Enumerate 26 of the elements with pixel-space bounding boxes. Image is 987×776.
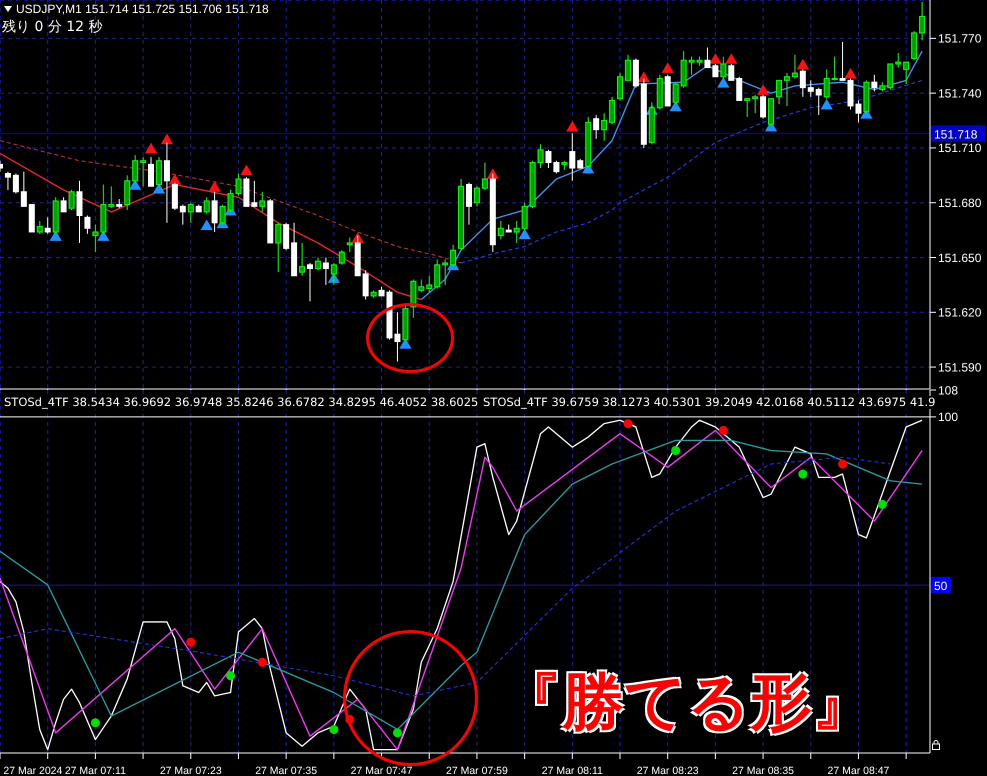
x-tick-label: 27 Mar 2024: [3, 765, 63, 776]
y-tick-label: 100: [938, 410, 958, 424]
y-tick-label: 151.680: [938, 196, 982, 210]
ref-line-label: 151.718: [934, 127, 978, 142]
y-tick-label: 151.650: [938, 250, 982, 265]
annotation: STOSd_4TF 38.5434 36.9692 36.9748 35.8246 36.6782 34.8295 46.4052 38.6025: [4, 395, 478, 409]
x-tick-label: 27 Mar 08:47: [828, 765, 890, 776]
x-tick-label: 27 Mar 07:59: [446, 765, 508, 776]
annotation: 『勝てる形』: [500, 665, 874, 738]
annotation: STOSd_4TF 39.6759 38.1273 40.5301 39.2049 42.0168 40.5112 43.6975 41.9: [483, 395, 936, 409]
annotation: 残り 0 分 12 秒: [2, 19, 103, 36]
x-tick-label: 27 Mar 07:47: [350, 765, 413, 776]
y-tick-label: 151.770: [938, 32, 982, 46]
x-tick-label: 27 Mar 08:23: [636, 765, 699, 776]
x-tick-label: 27 Mar 07:35: [255, 765, 318, 776]
x-tick-label: 27 Mar 07:23: [160, 765, 222, 776]
y-tick-label: 108: [938, 383, 958, 398]
y-tick-label: 151.590: [938, 360, 982, 374]
chart-title: USDJPY,M1 151.714 151.725 151.706 151.718: [16, 2, 269, 16]
x-tick-label: 27 Mar 08:11: [542, 765, 604, 776]
y-tick-label: 151.620: [938, 306, 982, 320]
x-tick-label: 27 Mar 07:11: [64, 765, 126, 776]
y-tick-label: 151.710: [938, 141, 982, 156]
y-tick-label: 151.740: [938, 86, 982, 100]
x-tick-label: 27 Mar 08:35: [732, 765, 794, 776]
ref-line-label: 50: [934, 578, 948, 593]
